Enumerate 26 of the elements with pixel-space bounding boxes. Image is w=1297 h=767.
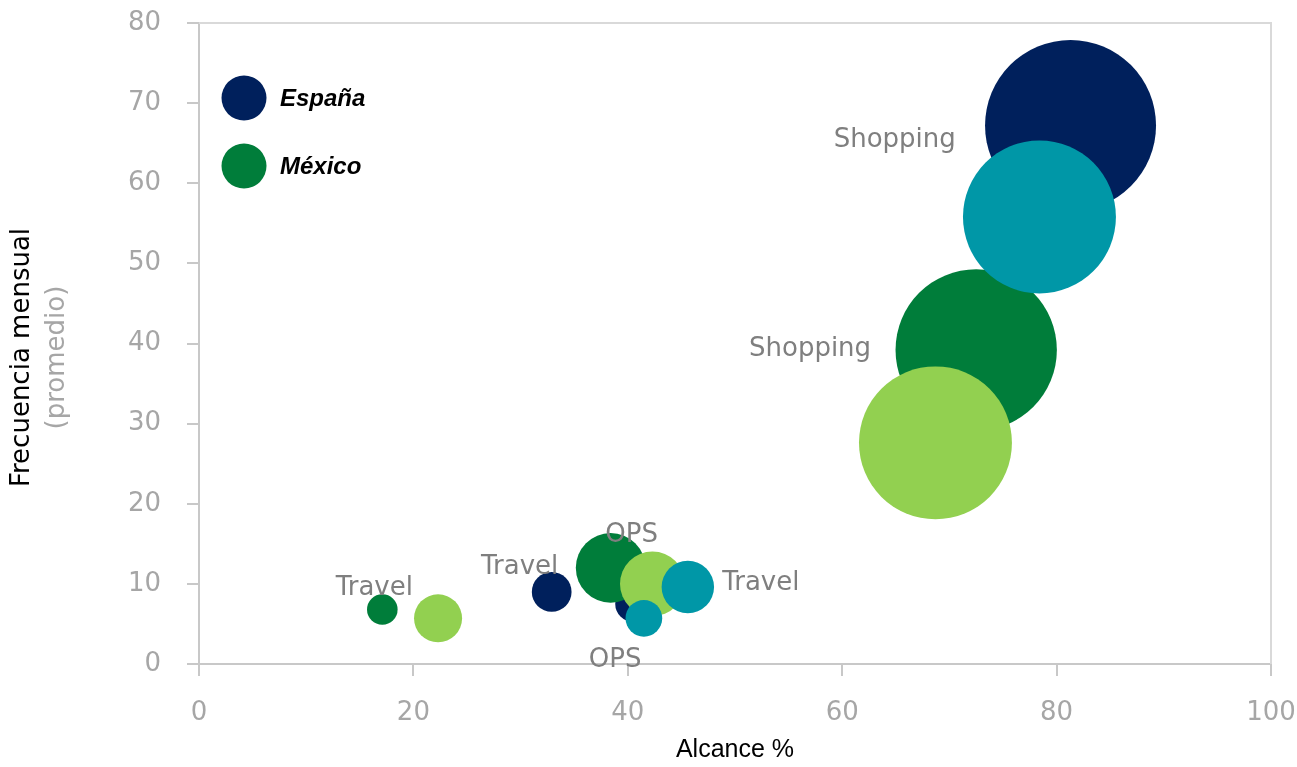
y-tick-label: 50	[127, 246, 161, 277]
y-tick-label: 70	[127, 85, 161, 116]
legend-label: España	[280, 83, 366, 111]
x-tick-label: 20	[396, 696, 430, 727]
y-tick-label: 80	[127, 5, 161, 36]
y-tick-label: 60	[127, 166, 161, 196]
y-tick-label: 10	[127, 566, 161, 597]
y-tick-label: 40	[127, 326, 161, 357]
annotation: Travel	[334, 571, 413, 602]
annotation: OPS	[605, 517, 658, 548]
x-tick-label: 80	[1040, 696, 1074, 727]
x-tick-label: 0	[190, 696, 208, 727]
y-tick-label: 20	[127, 486, 161, 517]
x-tick-label: 100	[1246, 696, 1296, 727]
annotation: Travel	[721, 565, 800, 596]
annotation: Shopping	[748, 331, 872, 362]
y-axis-title: Frecuencia mensual (promedio)	[4, 227, 70, 488]
x-tick-label: 60	[825, 696, 859, 727]
annotation: Travel	[480, 549, 559, 580]
y-tick-label: 30	[127, 406, 161, 437]
x-axis-title: Alcance %	[675, 733, 795, 762]
annotation: Shopping	[833, 122, 956, 153]
annotation: OPS	[588, 642, 642, 673]
x-tick-label: 40	[611, 696, 645, 727]
legend-label: México	[280, 151, 362, 179]
y-tick-label: 0	[144, 646, 161, 677]
